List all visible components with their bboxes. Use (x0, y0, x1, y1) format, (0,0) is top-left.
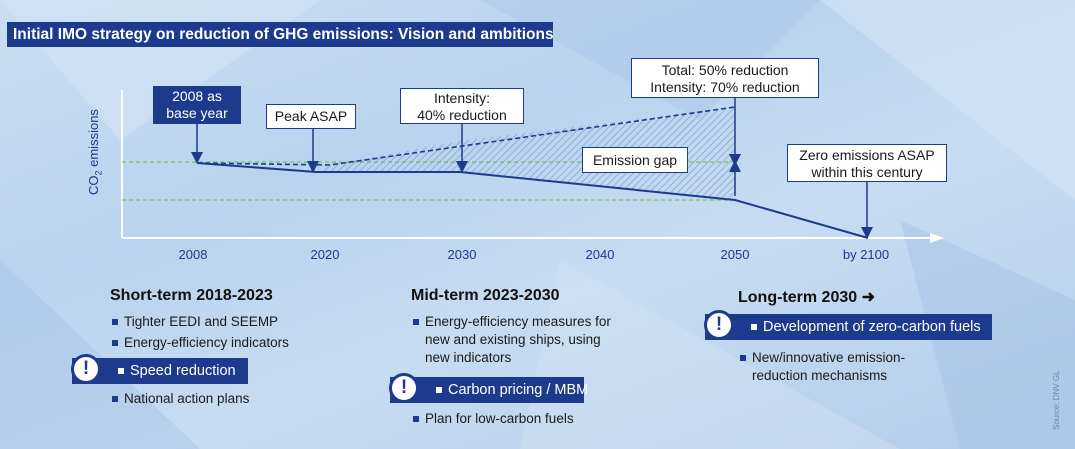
mid-term-heading: Mid-term 2023-2030 (411, 287, 560, 304)
x-tick-label: 2020 (310, 247, 340, 262)
page-title: Initial IMO strategy on reduction of GHG… (7, 22, 554, 47)
x-axis-arrow (930, 233, 944, 243)
emission-gap-callout: Emission gap (582, 147, 688, 173)
total-reduction-callout: Total: 50% reduction Intensity: 70% reduc… (631, 58, 819, 98)
business-as-usual-line (196, 106, 736, 166)
zero-emissions-callout: Zero emissions ASAP within this century (787, 144, 947, 182)
mid-term-highlight: ! Carbon pricing / MBM (389, 373, 588, 403)
x-tick-label: 2008 (178, 247, 208, 262)
exclamation-icon: ! (389, 373, 419, 403)
exclamation-icon: ! (704, 310, 734, 340)
long-term-heading: Long-term 2030 ➜ (738, 289, 875, 306)
exclamation-icon: ! (71, 354, 101, 384)
short-term-item: Tighter EEDI and SEEMP (112, 313, 278, 331)
short-term-item: Energy-efficiency indicators (112, 334, 289, 352)
x-tick-label: 2040 (585, 247, 615, 262)
x-tick-label: by 2100 (842, 247, 890, 262)
long-term-item: New/innovative emission-reduction mechan… (740, 349, 905, 385)
long-term-highlight: ! Development of zero-carbon fuels (704, 310, 992, 340)
x-tick-label: 2030 (447, 247, 477, 262)
short-term-item: National action plans (112, 390, 249, 408)
source-note: Source: DNV GL (1052, 370, 1061, 430)
mid-term-item: Energy-efficiency measures for new and ex… (413, 313, 611, 367)
short-term-highlight: ! Speed reduction (71, 354, 248, 384)
y-axis-label: CO2 emissions (86, 109, 104, 195)
emission-gap-area (316, 107, 735, 200)
intensity-callout: Intensity: 40% reduction (400, 88, 524, 124)
x-tick-label: 2050 (720, 247, 750, 262)
mid-term-item: Plan for low-carbon fuels (413, 410, 574, 428)
peak-callout: Peak ASAP (266, 104, 356, 129)
short-term-heading: Short-term 2018-2023 (110, 287, 273, 304)
base-year-callout: 2008 as base year (153, 86, 241, 124)
